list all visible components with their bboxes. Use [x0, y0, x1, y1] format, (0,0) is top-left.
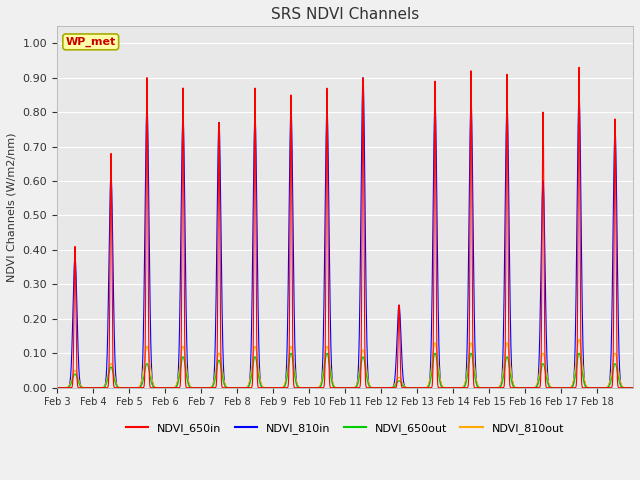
Text: WP_met: WP_met [66, 37, 116, 47]
Y-axis label: NDVI Channels (W/m2/nm): NDVI Channels (W/m2/nm) [7, 132, 17, 282]
Legend: NDVI_650in, NDVI_810in, NDVI_650out, NDVI_810out: NDVI_650in, NDVI_810in, NDVI_650out, NDV… [122, 419, 568, 438]
Title: SRS NDVI Channels: SRS NDVI Channels [271, 7, 419, 22]
